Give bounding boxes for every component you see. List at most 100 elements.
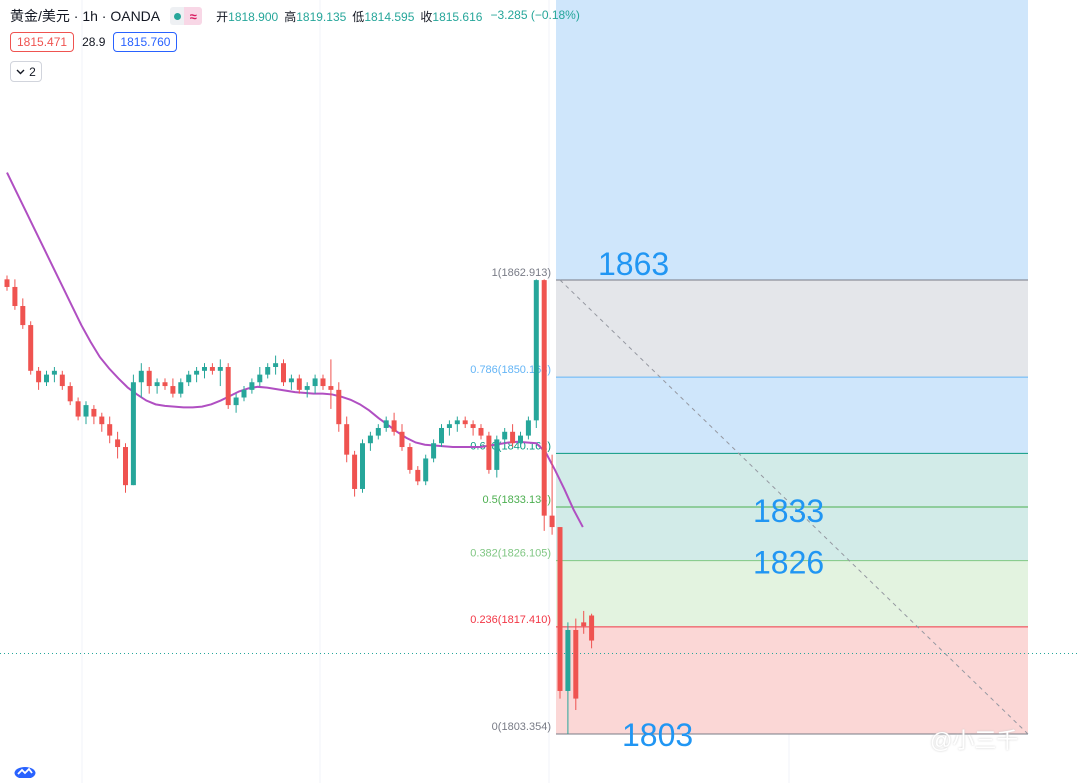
candles [4,275,595,734]
candle-body [202,366,207,371]
sell-button[interactable]: 1815.471 [10,32,75,52]
candle-body [36,370,42,383]
candle-body [51,370,57,375]
candle-body [328,386,334,390]
candle-body [565,629,571,691]
status-toggle[interactable]: ≈ [168,7,204,25]
candle-body [265,366,271,375]
candle-body [225,366,231,406]
candle-body [336,389,342,425]
low-value: 1814.595 [364,9,415,24]
candle-body [415,469,421,482]
candle-body [115,439,121,448]
candle-body [589,615,595,641]
candle-body [367,435,373,444]
candle-body [99,416,105,425]
low-label: 低 [352,9,365,24]
circle-status-icon [170,7,185,25]
candle-body [557,527,563,691]
candle-body [146,370,152,387]
trade-buttons: 1815.471 28.9 1815.760 [10,32,178,52]
fib-label-0.5: 0.5(1833.134) [483,494,552,506]
candle-body [281,363,286,383]
fib-zone-1 [556,280,1028,378]
candle-body [209,366,215,371]
candle-body [44,374,49,383]
fib-zone-range [556,0,1028,280]
candle-body [525,420,531,436]
candle-body [249,382,255,390]
candle-body [344,424,350,455]
buy-button[interactable]: 1815.760 [113,32,178,52]
annotation-1833: 1833 [753,493,824,529]
symbol-legend: 黄金/美元 · 1h · OANDA ≈ 开1818.900 高1819.135… [10,6,580,26]
symbol-title[interactable]: 黄金/美元 · 1h · OANDA [10,8,161,24]
candle-body [304,386,310,390]
candle-body [360,443,365,489]
candle-body [533,280,539,421]
candle-body [431,443,437,459]
watermark-text: @小三千 [930,728,1019,753]
candle-body [12,286,18,307]
change-value: −3.285 (−0.18%) [490,7,580,22]
fib-label-0.382: 0.382(1826.105) [470,548,551,560]
candle-body [573,629,579,699]
candle-body [67,386,73,402]
fib-label-0.786: 0.786(1850.168) [470,364,551,376]
fib-zone-0.382 [556,560,1028,627]
wave-indicator-icon: ≈ [184,7,203,25]
candle-body [83,405,89,417]
annotation-1863: 1863 [598,246,669,282]
candle-body [123,447,128,486]
tradingview-logo-icon[interactable] [14,764,36,778]
fib-label-1: 1(1862.913) [492,267,551,279]
candle-body [423,458,429,482]
fib-label-0.236: 0.236(1817.410) [470,614,551,626]
candle-body [28,325,34,371]
candle-body [20,306,26,326]
fib-zone-0.618 [556,453,1028,507]
candle-body [352,454,358,489]
candle-body [233,397,239,406]
close-label: 收 [420,9,433,24]
candle-body [288,378,294,383]
candle-body [154,382,160,387]
candle-body [486,435,492,470]
candle-body [296,378,302,390]
candle-body [273,363,279,367]
candle-body [478,427,484,436]
candle-body [178,382,184,394]
annotation-1803: 1803 [622,717,693,753]
candle-body [494,439,500,470]
candle-body [462,420,468,425]
candle-body [375,427,381,436]
close-value: 1815.616 [432,9,483,24]
candle-body [454,420,460,425]
fib-label-0: 0(1803.354) [492,721,551,733]
candle-body [541,280,547,516]
fib-zone-0.786 [556,377,1028,454]
candle-body [581,622,587,627]
high-label: 高 [284,9,297,24]
candle-body [470,424,476,428]
candle-body [391,420,397,432]
candle-body [439,427,444,444]
candle-body [549,515,555,528]
high-value: 1819.135 [296,9,347,24]
indicators-collapse-button[interactable]: 2 [10,61,42,82]
candle-body [510,431,516,444]
candle-body [91,408,97,417]
candle-body [502,431,508,440]
open-label: 开 [216,9,229,24]
chevron-down-icon [16,69,25,74]
candle-body [138,370,144,383]
candle-body [320,378,326,387]
annotation-1826: 1826 [753,545,824,581]
candle-body [186,374,192,383]
candle-body [4,279,10,287]
candle-body [194,370,200,375]
candle-body [130,382,136,486]
author-watermark: @小三千 [930,723,1018,755]
candle-body [75,401,81,417]
